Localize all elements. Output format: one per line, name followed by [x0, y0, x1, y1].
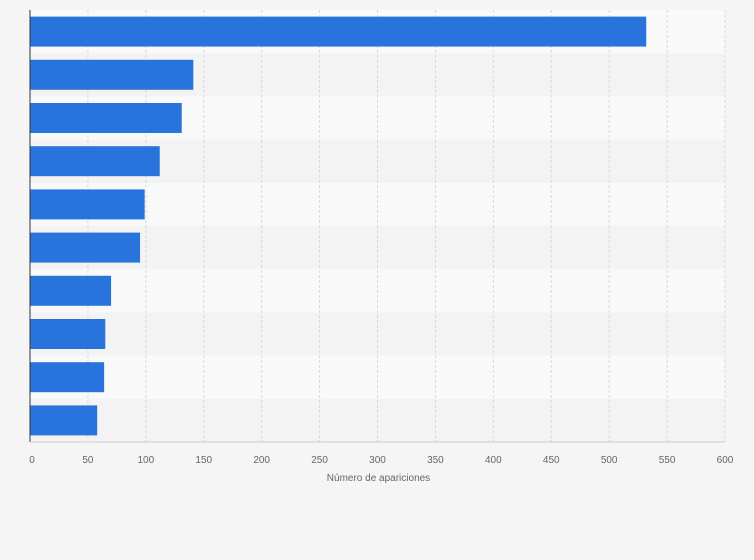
bar [30, 189, 145, 220]
x-tick-labels: 0 50 100 150 200 250 300 350 400 450 500 550 600 [29, 455, 734, 466]
x-tick-label: 50 [82, 455, 94, 466]
bar [30, 16, 647, 47]
bar [30, 103, 182, 133]
x-tick-label: 350 [427, 455, 444, 466]
x-tick-label: 250 [311, 455, 328, 466]
x-tick-label: 300 [369, 455, 386, 466]
x-tick-label: 200 [253, 455, 270, 466]
x-tick-label: 400 [485, 455, 502, 466]
x-tick-label: 600 [717, 455, 734, 466]
bar [30, 405, 98, 436]
x-axis-title: Número de apariciones [327, 473, 430, 484]
x-tick-label: 550 [659, 455, 676, 466]
bar [30, 146, 160, 177]
axes [29, 10, 725, 443]
row-band [30, 312, 725, 356]
bars [30, 16, 647, 436]
bar [30, 232, 141, 263]
x-tick-label: 450 [543, 455, 560, 466]
bar [30, 362, 105, 393]
bar [30, 319, 106, 349]
x-tick-label: 0 [29, 455, 35, 466]
bar [30, 275, 112, 306]
x-tick-label: 100 [137, 455, 154, 466]
x-tick-label: 150 [195, 455, 212, 466]
x-tick-label: 500 [601, 455, 618, 466]
bar [30, 59, 194, 90]
